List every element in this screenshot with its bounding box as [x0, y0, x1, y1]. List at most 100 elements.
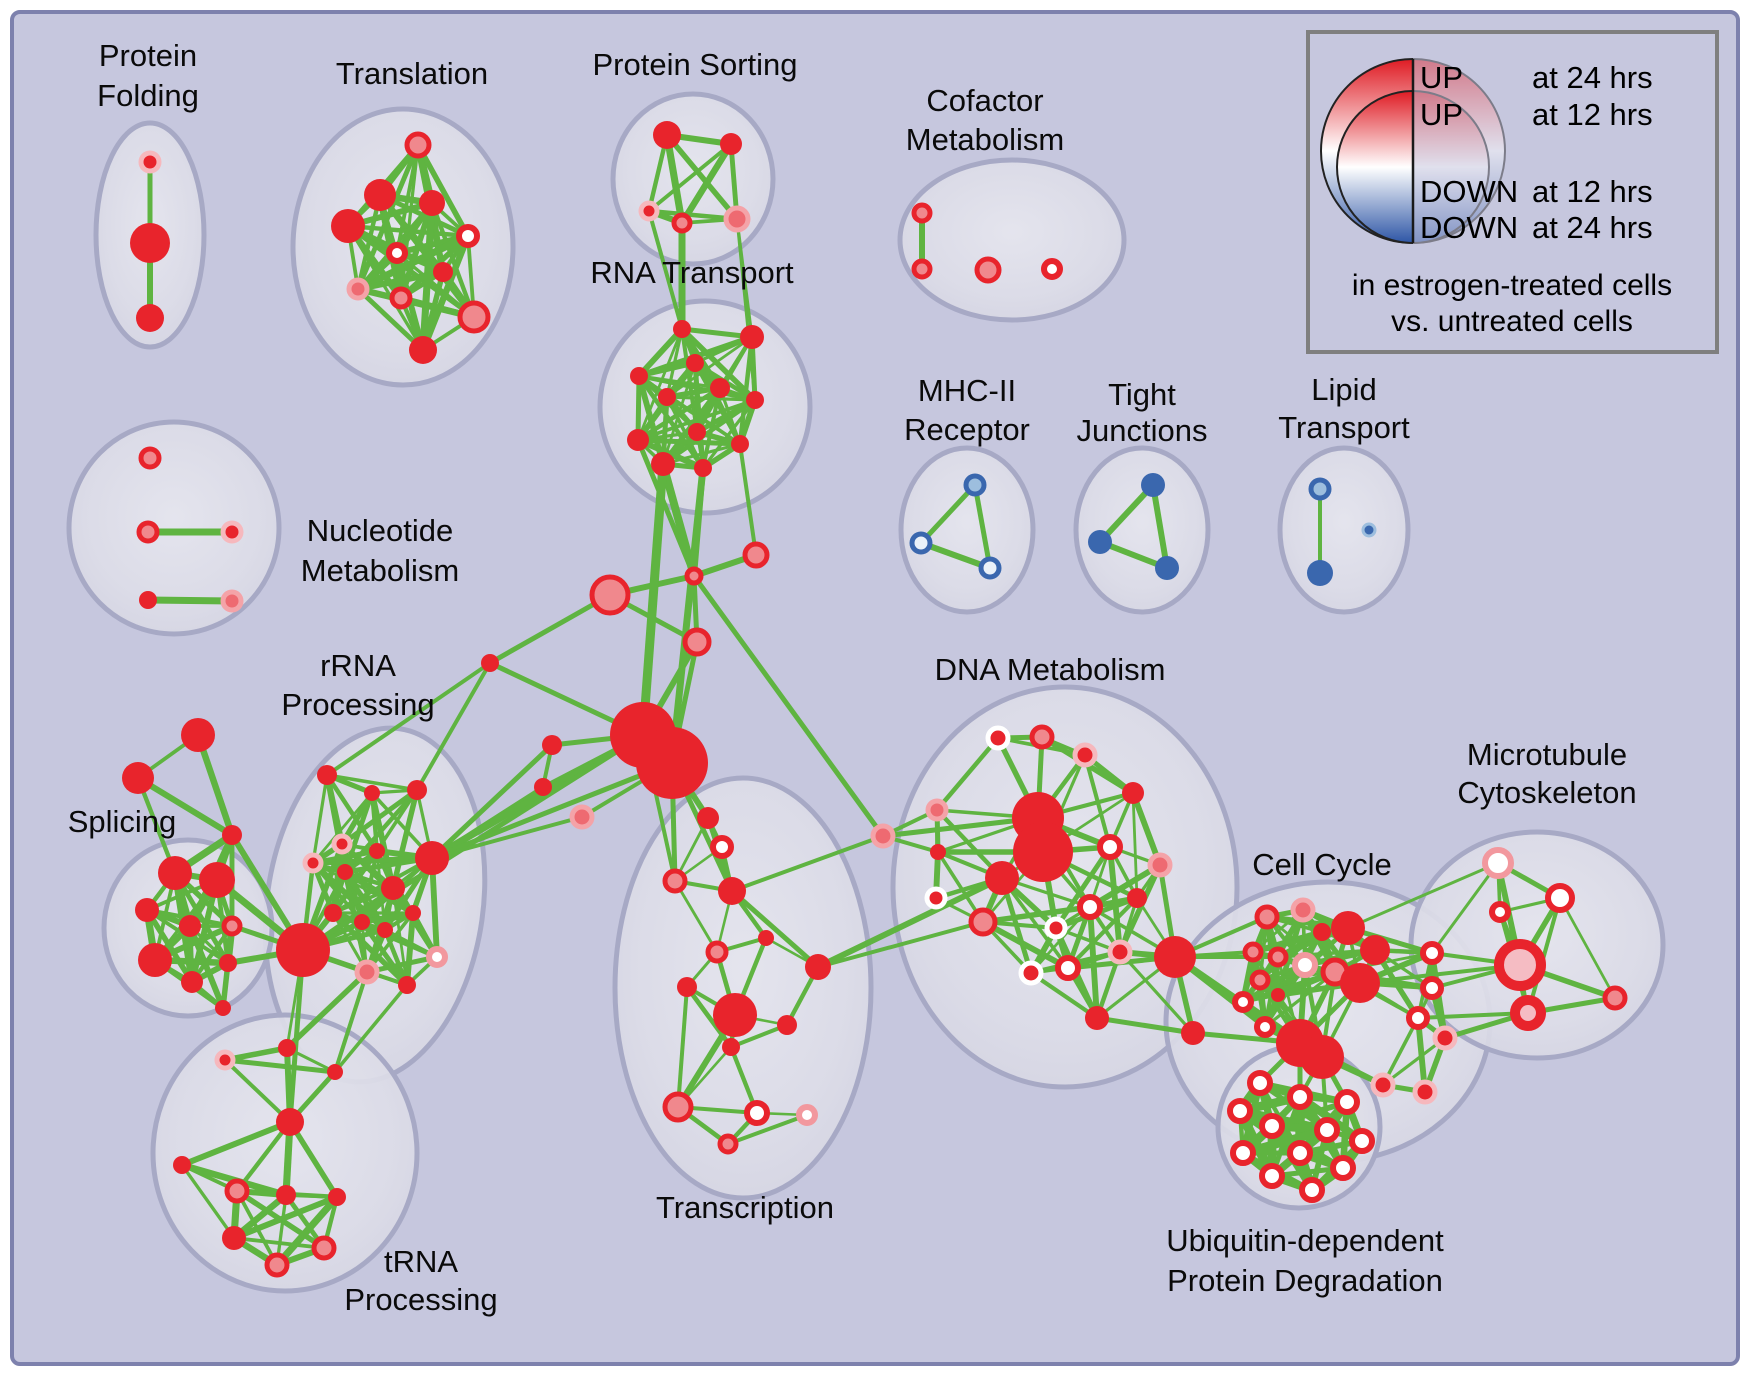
gene-node-splicing — [215, 1000, 231, 1016]
edge — [972, 484, 993, 569]
gene-node-nucleotide-metabolism — [139, 591, 157, 609]
gene-node-cell-cycle — [1271, 988, 1285, 1002]
edge — [287, 949, 306, 1123]
edge — [673, 880, 719, 953]
edge — [727, 1113, 808, 1146]
gene-node-central-hub — [534, 778, 552, 796]
edge — [430, 743, 554, 860]
gene-node-cell-cycle — [1254, 904, 1280, 930]
edge — [287, 1120, 340, 1199]
edge — [1359, 963, 1521, 985]
gene-node-rna-transport — [658, 388, 676, 406]
gene-node-cell-cycle — [1406, 1006, 1430, 1030]
gene-node-lipid-transport — [1307, 560, 1333, 586]
cluster-label-rna-transport: RNA Transport — [590, 255, 794, 290]
gene-node-rna-transport — [627, 429, 649, 451]
gene-node-rrna-processing — [302, 852, 324, 874]
gene-node-cell-cycle — [1232, 991, 1254, 1013]
edge — [1382, 1036, 1446, 1087]
gene-node-tight-junctions — [1088, 530, 1112, 554]
edge — [1417, 1011, 1529, 1020]
gene-node-protein-folding — [136, 304, 164, 332]
gene-node-cofactor-metabolism — [974, 256, 1002, 284]
gene-node-cell-cycle — [1420, 976, 1444, 1000]
cluster-label-microtubule-cytoskeleton: Microtubule — [1467, 737, 1627, 772]
gene-node-dna-metabolism — [1077, 894, 1103, 920]
gene-node-rna-transport — [710, 378, 730, 398]
cluster-label-protein-sorting: Protein Sorting — [592, 47, 797, 82]
gene-node-protein-sorting — [671, 212, 693, 234]
edge — [180, 1119, 292, 1168]
gene-node-microtubule-cytoskeleton — [1510, 995, 1546, 1031]
gene-node-cell-cycle — [1412, 1079, 1438, 1105]
gene-node-dna-metabolism — [1018, 960, 1044, 986]
gene-node-central-hub — [589, 574, 631, 616]
gene-node-ubiquitin-degradation — [1349, 1128, 1375, 1154]
gene-node-central-hub — [682, 627, 712, 657]
edge — [325, 773, 379, 853]
gene-node-lipid-transport — [1308, 477, 1332, 501]
edge — [1096, 1015, 1194, 1036]
edge — [404, 912, 416, 986]
gene-node-cell-cycle — [1360, 935, 1390, 965]
edge — [637, 437, 741, 447]
labels-layer: Protein Folding Translation Protein Sorting… — [68, 38, 1637, 1317]
gene-node-trna-processing — [328, 1188, 346, 1206]
gene-node-rna-transport — [740, 325, 764, 349]
gene-node-rrna-processing — [337, 864, 353, 880]
edge — [223, 1058, 292, 1124]
gene-node-trna-processing — [276, 1108, 304, 1136]
gene-node-rrna-processing — [405, 905, 421, 921]
edge — [668, 467, 707, 764]
gene-node-translation — [457, 300, 491, 334]
legend-donut-fade-right — [1413, 56, 1510, 246]
gene-node-splicing — [219, 954, 237, 972]
cluster-label-rrna-processing: Processing — [281, 687, 434, 722]
gene-node-splicing — [135, 898, 159, 922]
cluster-ellipse-nucleotide-metabolism — [66, 419, 282, 637]
gene-node-rrna-processing — [324, 904, 342, 922]
gene-node-splicing — [181, 971, 203, 993]
gene-node-nucleotide-metabolism — [220, 520, 244, 544]
edge — [224, 1045, 288, 1063]
edge — [661, 398, 757, 466]
edge — [1053, 845, 1113, 930]
legend-time-3: at 24 hrs — [1532, 210, 1653, 245]
edge — [647, 210, 684, 330]
gene-node-transcription — [697, 807, 719, 829]
gene-node-cell-cycle — [1267, 946, 1289, 968]
gene-node-transcription — [710, 835, 734, 859]
gene-node-trna-processing — [222, 1226, 246, 1250]
gene-node-translation — [386, 242, 408, 264]
gene-node-cell-cycle — [1340, 963, 1380, 1003]
gene-node-protein-folding — [130, 223, 170, 263]
legend-time-1: at 12 hrs — [1532, 97, 1653, 132]
gene-node-translation — [331, 209, 365, 243]
legend: UP at 24 hrs UP at 12 hrs DOWN at 12 hrs DOWN a… — [1306, 30, 1719, 354]
gene-node-rrna-processing — [381, 876, 405, 900]
edge — [816, 875, 1004, 970]
cluster-ellipse-mhc-ii-receptor — [898, 445, 1036, 615]
gene-node-splicing — [222, 825, 242, 845]
gene-node-translation — [409, 336, 437, 364]
gene-node-central-hub — [481, 654, 499, 672]
gene-node-transcription — [722, 1038, 740, 1056]
edge — [680, 327, 757, 402]
gene-node-cell-cycle — [1331, 911, 1365, 945]
gene-node-dna-metabolism — [1029, 724, 1055, 750]
gene-node-rrna-processing — [369, 843, 385, 859]
gene-node-dna-metabolism — [925, 798, 949, 822]
gene-node-splicing — [179, 915, 201, 937]
gene-node-rrna-processing — [377, 922, 393, 938]
edge — [311, 792, 374, 864]
edge — [325, 661, 492, 777]
gene-node-dna-metabolism — [1072, 742, 1098, 768]
cluster-label-trna-processing: Processing — [344, 1282, 497, 1317]
edge — [357, 269, 444, 292]
edge — [1430, 862, 1500, 954]
edge — [647, 142, 733, 213]
gene-node-transcription — [870, 823, 896, 849]
edge — [1558, 897, 1617, 999]
gene-node-dna-metabolism — [1122, 782, 1144, 804]
gene-node-rrna-processing — [398, 976, 416, 994]
